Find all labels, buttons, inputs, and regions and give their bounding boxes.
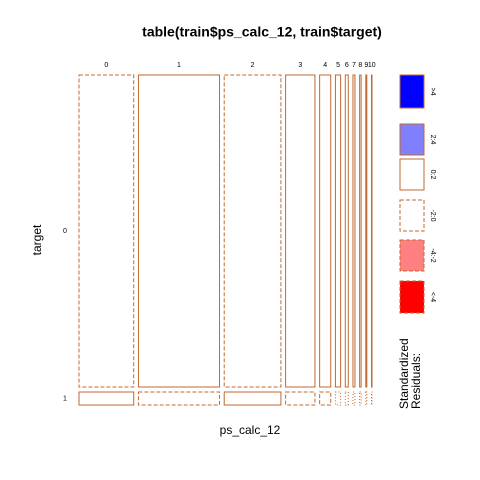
legend-swatch (399, 280, 425, 314)
mosaic-cell (137, 74, 221, 388)
mosaic-cell (137, 391, 221, 406)
row-label: 0 (63, 228, 67, 235)
mosaic-cell (344, 74, 349, 388)
mosaic-cell (285, 391, 316, 406)
column-label: 4 (323, 62, 327, 69)
legend-title: Standardized (397, 338, 411, 409)
column-label: 2 (251, 62, 255, 69)
mosaic-cell (223, 74, 282, 388)
column-label: 8 (358, 62, 362, 69)
mosaic-cell (78, 74, 135, 388)
x-axis-label: ps_calc_12 (220, 423, 281, 437)
mosaic-cell (359, 74, 362, 388)
legend-swatch (399, 239, 425, 272)
column-label: 0 (104, 62, 108, 69)
mosaic-cell (359, 391, 362, 406)
y-axis-label: target (30, 224, 44, 255)
mosaic-cell (334, 74, 342, 388)
legend-label: 0:2 (429, 170, 436, 180)
chart-title: table(train$ps_calc_12, train$target) (142, 24, 382, 40)
mosaic-cell (365, 74, 368, 388)
mosaic-cell (352, 74, 356, 388)
legend-title: Residuals: (409, 353, 423, 409)
mosaic-cell (365, 391, 368, 406)
legend-label: <-4 (429, 292, 436, 302)
column-label: 9 (364, 62, 368, 69)
column-label: 10 (368, 62, 376, 69)
legend-label: -2:0 (429, 209, 436, 221)
mosaic-cell (319, 74, 332, 388)
mosaic-cell (78, 391, 135, 406)
mosaic-cell (285, 74, 316, 388)
legend-swatch (399, 199, 425, 232)
legend-label: >4 (429, 88, 436, 96)
mosaic-cell (344, 391, 349, 406)
mosaic-cell (352, 391, 356, 406)
legend-swatch (399, 123, 425, 156)
legend-label: 2:4 (429, 135, 436, 145)
legend-label: -4:-2 (429, 248, 436, 263)
legend-swatch (399, 158, 425, 191)
mosaic-cell (223, 391, 282, 406)
column-label: 1 (177, 62, 181, 69)
row-label: 1 (63, 395, 67, 402)
column-label: 6 (345, 62, 349, 69)
column-label: 5 (336, 62, 340, 69)
legend-swatch (399, 74, 425, 109)
column-label: 3 (298, 62, 302, 69)
column-label: 7 (352, 62, 356, 69)
